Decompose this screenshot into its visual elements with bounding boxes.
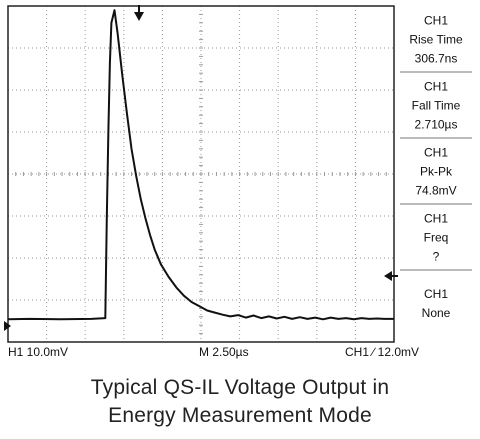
measurement-name: None (422, 306, 451, 320)
measurement-name: Freq (424, 231, 449, 245)
trigger-level-arrow-icon (384, 271, 392, 281)
measurement-name: Fall Time (412, 99, 461, 113)
status-bar: H1 10.0mV M 2.50µs CH1 ∕ 12.0mV (8, 345, 419, 359)
figure-caption-line-2: Energy Measurement Mode (108, 404, 372, 427)
measurement-channel: CH1 (424, 287, 448, 301)
measurement-name: Rise Time (409, 33, 463, 47)
measurement-channel: CH1 (424, 80, 448, 94)
ch1-waveform-trace (7, 9, 394, 321)
measurement-channel: CH1 (424, 212, 448, 226)
measurement-name: Pk-Pk (420, 165, 453, 179)
trigger-readout: CH1 ∕ 12.0mV (345, 345, 419, 359)
measurement-value: 2.710µs (415, 118, 458, 132)
measurement-value: ? (433, 250, 440, 264)
graticule (7, 5, 395, 343)
plot-border (7, 5, 395, 343)
ch1-ground-marker-icon (4, 321, 11, 331)
measurement-channel: CH1 (424, 14, 448, 28)
measurement-channel: CH1 (424, 146, 448, 160)
trigger-position-arrow-icon (134, 12, 144, 21)
ch1-scale-readout: H1 10.0mV (8, 345, 68, 359)
measurement-panel: CH1 Rise Time 306.7ns CH1 Fall Time 2.710µs CH… (400, 14, 472, 320)
measurement-value: 306.7ns (415, 52, 458, 66)
figure-caption-line-1: Typical QS-IL Voltage Output in (90, 376, 390, 399)
plot-frame (7, 5, 395, 343)
measurement-value: 74.8mV (415, 184, 456, 198)
timebase-readout: M 2.50µs (199, 345, 249, 359)
